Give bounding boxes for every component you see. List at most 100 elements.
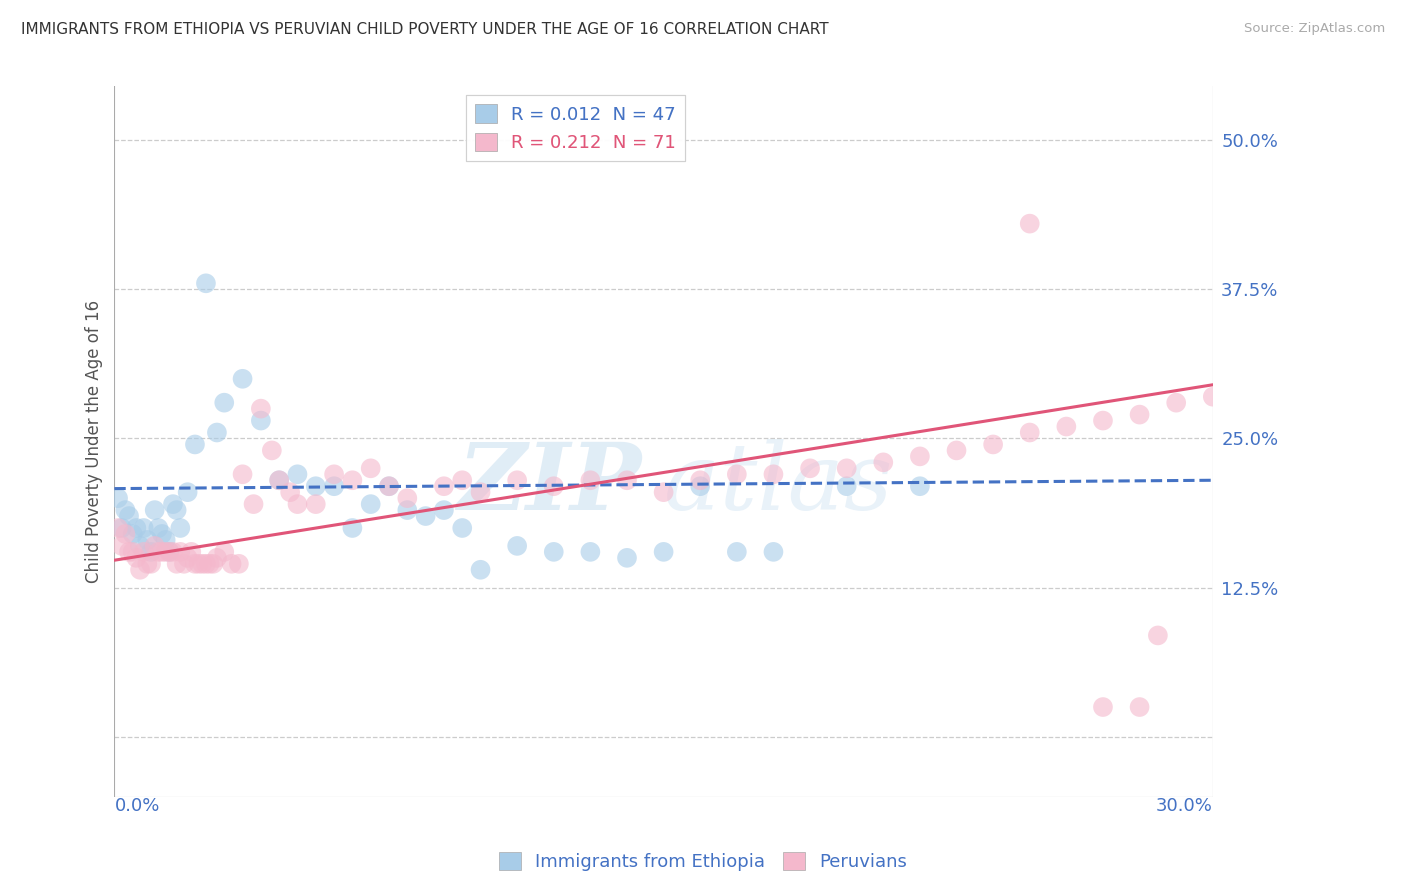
- Point: [242, 497, 264, 511]
- Point: [114, 527, 136, 541]
- Point: [360, 497, 382, 511]
- Point: [136, 557, 159, 571]
- Point: [1091, 413, 1114, 427]
- Point: [543, 479, 565, 493]
- Point: [305, 479, 328, 493]
- Point: [506, 539, 529, 553]
- Point: [762, 467, 785, 482]
- Point: [180, 545, 202, 559]
- Point: [506, 473, 529, 487]
- Text: 0.0%: 0.0%: [114, 797, 160, 814]
- Point: [187, 557, 209, 571]
- Point: [305, 497, 328, 511]
- Text: ZIP: ZIP: [457, 439, 641, 529]
- Point: [205, 425, 228, 440]
- Text: 30.0%: 30.0%: [1156, 797, 1213, 814]
- Point: [433, 503, 456, 517]
- Point: [278, 485, 301, 500]
- Point: [143, 539, 166, 553]
- Point: [129, 539, 152, 553]
- Point: [150, 527, 173, 541]
- Point: [470, 485, 492, 500]
- Y-axis label: Child Poverty Under the Age of 16: Child Poverty Under the Age of 16: [86, 300, 103, 583]
- Point: [136, 533, 159, 547]
- Point: [616, 550, 638, 565]
- Point: [725, 467, 748, 482]
- Point: [1018, 217, 1040, 231]
- Point: [725, 545, 748, 559]
- Point: [652, 545, 675, 559]
- Point: [451, 473, 474, 487]
- Point: [287, 467, 309, 482]
- Point: [981, 437, 1004, 451]
- Point: [221, 557, 243, 571]
- Point: [157, 545, 180, 559]
- Point: [121, 545, 143, 559]
- Point: [835, 461, 858, 475]
- Point: [1054, 419, 1077, 434]
- Point: [287, 497, 309, 511]
- Point: [396, 503, 419, 517]
- Point: [121, 527, 143, 541]
- Point: [148, 521, 170, 535]
- Point: [250, 413, 273, 427]
- Point: [378, 479, 401, 493]
- Point: [579, 473, 602, 487]
- Legend: R = 0.012  N = 47, R = 0.212  N = 71: R = 0.012 N = 47, R = 0.212 N = 71: [467, 95, 685, 161]
- Point: [212, 395, 235, 409]
- Point: [205, 550, 228, 565]
- Point: [114, 503, 136, 517]
- Point: [1147, 628, 1170, 642]
- Point: [111, 521, 134, 535]
- Point: [173, 557, 195, 571]
- Point: [1018, 425, 1040, 440]
- Text: IMMIGRANTS FROM ETHIOPIA VS PERUVIAN CHILD POVERTY UNDER THE AGE OF 16 CORRELATI: IMMIGRANTS FROM ETHIOPIA VS PERUVIAN CHI…: [21, 22, 828, 37]
- Point: [1129, 408, 1152, 422]
- Point: [378, 479, 401, 493]
- Point: [1129, 700, 1152, 714]
- Point: [118, 545, 141, 559]
- Point: [111, 539, 134, 553]
- Point: [150, 545, 173, 559]
- Point: [1202, 390, 1225, 404]
- Point: [762, 545, 785, 559]
- Point: [198, 557, 221, 571]
- Point: [148, 545, 170, 559]
- Point: [908, 479, 931, 493]
- Point: [433, 479, 456, 493]
- Point: [232, 467, 254, 482]
- Point: [155, 533, 177, 547]
- Point: [908, 450, 931, 464]
- Point: [269, 473, 291, 487]
- Point: [652, 485, 675, 500]
- Point: [579, 545, 602, 559]
- Point: [835, 479, 858, 493]
- Point: [212, 545, 235, 559]
- Point: [342, 521, 364, 535]
- Point: [191, 557, 214, 571]
- Text: atlas: atlas: [664, 439, 893, 529]
- Point: [323, 467, 346, 482]
- Point: [139, 557, 162, 571]
- Point: [269, 473, 291, 487]
- Point: [945, 443, 967, 458]
- Point: [176, 485, 198, 500]
- Point: [166, 557, 188, 571]
- Point: [169, 545, 191, 559]
- Point: [194, 277, 217, 291]
- Point: [132, 521, 155, 535]
- Point: [232, 372, 254, 386]
- Point: [155, 545, 177, 559]
- Point: [184, 437, 207, 451]
- Point: [125, 521, 148, 535]
- Point: [396, 491, 419, 505]
- Point: [169, 521, 191, 535]
- Point: [1166, 395, 1188, 409]
- Point: [129, 563, 152, 577]
- Point: [470, 563, 492, 577]
- Point: [202, 557, 225, 571]
- Point: [250, 401, 273, 416]
- Point: [162, 497, 184, 511]
- Point: [139, 545, 162, 559]
- Point: [143, 503, 166, 517]
